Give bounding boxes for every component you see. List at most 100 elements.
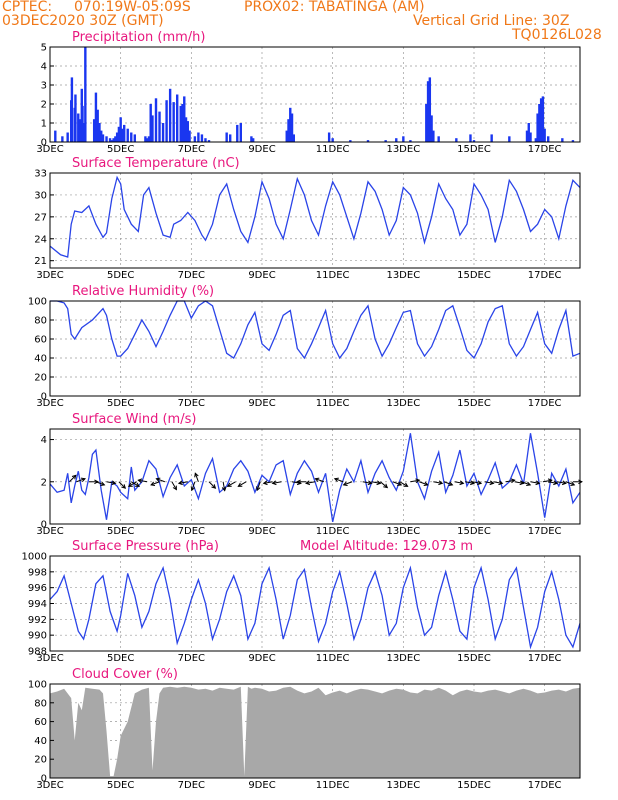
wind-wind-arrowhead <box>221 486 227 492</box>
precipitation-bar <box>186 121 189 142</box>
wind-wind-arrowhead <box>296 479 301 485</box>
wind-title: Surface Wind (m/s) <box>72 412 196 427</box>
precipitation-xtick-label: 17DEC <box>528 144 562 155</box>
precipitation-bar <box>176 94 179 142</box>
header-line1-left: CPTEC: <box>2 0 53 15</box>
wind-wind-arrowhead <box>367 480 373 486</box>
humidity-xtick-label: 17DEC <box>528 398 562 409</box>
wind-line <box>49 433 581 523</box>
wind-wind-arrowhead <box>423 481 429 486</box>
wind-wind-arrow <box>542 479 552 483</box>
temperature-xtick-label: 17DEC <box>528 270 562 281</box>
pressure-line <box>49 565 581 650</box>
wind-wind-arrowhead <box>237 482 243 487</box>
humidity-xtick-label: 7DEC <box>178 398 205 409</box>
cloud-ytick-label: 100 <box>28 680 47 691</box>
precipitation-xtick-label: 11DEC <box>316 144 350 155</box>
wind-wind-arrowhead <box>177 480 183 486</box>
wind-wind-arrow <box>315 478 325 483</box>
cloud-frame <box>49 683 581 779</box>
header-model-id: TQ0126L028 <box>512 27 602 43</box>
temperature-xtick-label: 9DEC <box>248 270 275 281</box>
temperature-line <box>49 175 581 258</box>
pressure-ytick-label: 994 <box>28 599 47 610</box>
wind-wind-arrowhead <box>376 480 382 486</box>
wind-wind-arrowhead <box>553 480 559 486</box>
pressure-ytick-label: 992 <box>28 615 47 626</box>
humidity-ytick-label: 40 <box>34 354 47 365</box>
cloud-ytick-label: 80 <box>34 698 47 709</box>
precipitation-bar <box>78 119 82 142</box>
precipitation-bar <box>154 98 158 142</box>
pressure-xtick-label: 5DEC <box>107 653 134 664</box>
precipitation-bar <box>115 132 119 142</box>
precipitation-ytick-label: 2 <box>41 100 47 111</box>
wind-wind-arrowhead <box>135 482 141 487</box>
humidity-ytick-label: 100 <box>28 297 47 308</box>
wind-wind-arrowhead <box>510 478 516 484</box>
precipitation-xtick-label: 3DEC <box>36 144 63 155</box>
pressure-xtick-label: 7DEC <box>178 653 205 664</box>
wind-wind-arrowhead <box>448 481 454 486</box>
pressure-xtick-label: 3DEC <box>36 653 63 664</box>
wind-wind-arrow <box>443 481 453 486</box>
precipitation-bar <box>349 140 352 142</box>
precipitation-bar <box>426 81 430 142</box>
wind-wind-arrow <box>419 481 428 486</box>
precipitation-bar <box>66 132 69 142</box>
wind-wind-arrowhead <box>262 480 268 486</box>
cloud-area <box>50 686 580 778</box>
wind-wind-arrow <box>191 481 196 491</box>
wind-wind-arrowhead <box>71 474 77 480</box>
precipitation-bar <box>437 136 440 142</box>
precipitation-bar <box>145 138 149 142</box>
precipitation-bar <box>119 117 122 142</box>
wind-wind-arrow <box>343 481 353 486</box>
cloud-xtick-label: 11DEC <box>316 780 350 791</box>
precipitation-title: Precipitation (mm/h) <box>72 30 205 45</box>
precipitation-bar <box>490 134 493 142</box>
wind-wind-arrow <box>521 481 531 486</box>
wind-wind-arrow <box>484 481 494 484</box>
wind-wind-arrow <box>128 481 137 487</box>
wind-wind-arrow <box>76 478 86 483</box>
pressure-ytick-label: 1000 <box>22 552 47 563</box>
precipitation-bar <box>151 115 154 142</box>
wind-wind-arrow <box>227 481 236 487</box>
wind-wind-arrowhead <box>190 486 196 492</box>
header-station: PROX02: TABATINGA (AM) <box>244 0 425 15</box>
precipitation-bar <box>126 128 129 142</box>
cloud-ytick-label: 0 <box>41 774 47 785</box>
wind-wind-arrow <box>222 481 226 491</box>
precipitation-bar <box>402 136 405 142</box>
humidity-xtick-label: 9DEC <box>248 398 275 409</box>
precipitation-bar <box>184 117 188 142</box>
wind-ytick-label: 0 <box>41 520 47 531</box>
precipitation-bar <box>409 140 412 142</box>
wind-wind-arrowhead <box>100 481 106 486</box>
wind-wind-arrow <box>334 478 344 483</box>
precipitation-bar <box>70 77 74 142</box>
pressure-xtick-label: 15DEC <box>457 653 491 664</box>
wind-wind-arrowhead <box>314 477 320 483</box>
humidity-xtick-label: 15DEC <box>457 398 491 409</box>
humidity-title: Relative Humidity (%) <box>72 284 214 299</box>
wind-wind-arrow <box>380 481 388 488</box>
wind-xtick-label: 17DEC <box>528 526 562 537</box>
precipitation-ytick-label: 0 <box>41 138 47 149</box>
precipitation-bar <box>229 134 232 142</box>
wind-wind-arrow <box>565 481 575 486</box>
humidity-ytick-label: 20 <box>34 373 47 384</box>
wind-wind-arrowhead <box>271 480 277 486</box>
wind-wind-arrowhead <box>127 482 133 487</box>
temperature-xtick-label: 13DEC <box>386 270 420 281</box>
precipitation-bar <box>110 140 114 142</box>
header-datetime: 03DEC2020 30Z (GMT) <box>2 13 164 29</box>
cloud-xtick-label: 13DEC <box>386 780 420 791</box>
precipitation-bar <box>541 96 545 142</box>
wind-wind-arrow <box>131 481 140 487</box>
pressure-xtick-label: 9DEC <box>248 653 275 664</box>
wind-wind-arrow <box>118 481 126 489</box>
wind-wind-arrow <box>306 481 316 484</box>
precipitation-bar <box>98 123 101 142</box>
